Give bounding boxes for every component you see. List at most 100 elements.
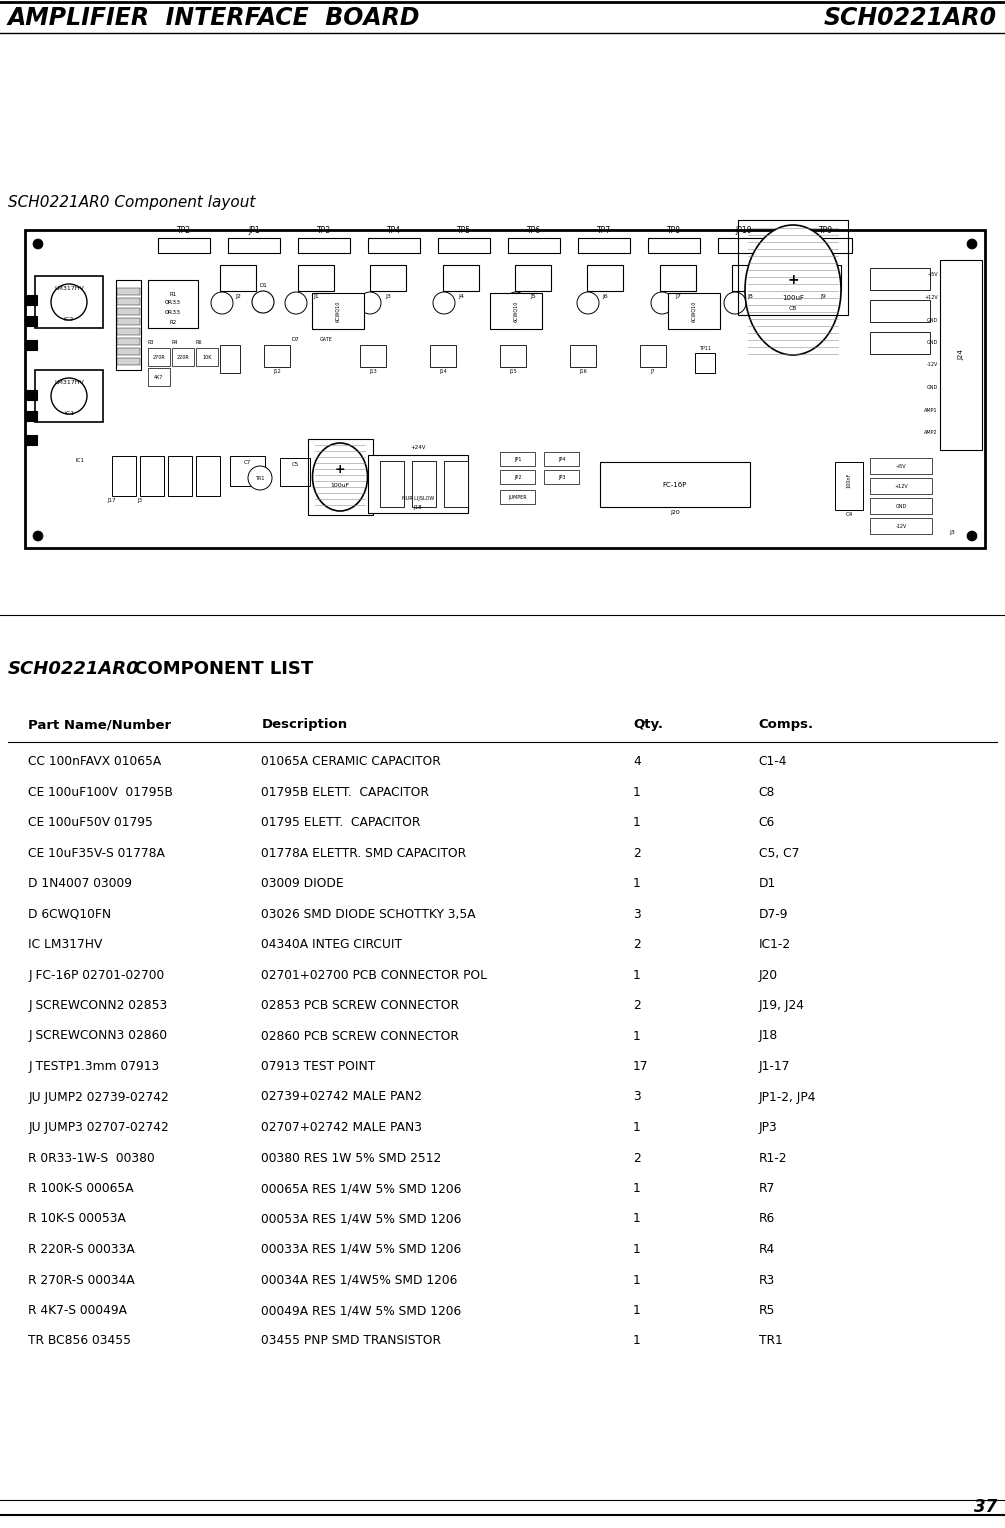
- Text: J3: J3: [385, 293, 391, 299]
- Bar: [35, 277, 103, 329]
- Text: 01795 ELETT.  CAPACITOR: 01795 ELETT. CAPACITOR: [261, 816, 421, 830]
- Text: J SCREWCONN3 02860: J SCREWCONN3 02860: [28, 1030, 167, 1042]
- Circle shape: [967, 238, 977, 249]
- Bar: [220, 264, 256, 290]
- Text: 1: 1: [633, 1303, 641, 1317]
- Text: TR BC856 03455: TR BC856 03455: [28, 1334, 131, 1348]
- Bar: [368, 238, 420, 254]
- Text: 01778A ELETTR. SMD CAPACITOR: 01778A ELETTR. SMD CAPACITOR: [261, 847, 466, 859]
- Text: C8: C8: [789, 306, 797, 310]
- Text: CE 100uF50V 01795: CE 100uF50V 01795: [28, 816, 153, 830]
- Text: J24: J24: [958, 350, 964, 361]
- Text: GND: GND: [927, 385, 938, 390]
- Bar: [172, 348, 194, 367]
- Text: 100uF: 100uF: [782, 295, 804, 301]
- Text: J12: J12: [273, 368, 280, 374]
- Text: C4: C4: [845, 512, 852, 516]
- Text: 0R33: 0R33: [165, 310, 181, 315]
- Text: +12V: +12V: [894, 483, 908, 489]
- Bar: [280, 458, 310, 486]
- Text: 3: 3: [633, 908, 641, 920]
- Text: TP7: TP7: [597, 226, 611, 235]
- Bar: [196, 348, 218, 367]
- Text: +5V: +5V: [895, 463, 907, 469]
- Text: 1: 1: [633, 969, 641, 981]
- Text: J3: J3: [949, 530, 955, 535]
- Text: C5, C7: C5, C7: [759, 847, 799, 859]
- Text: TP2: TP2: [177, 226, 191, 235]
- Bar: [544, 452, 579, 466]
- Text: 2: 2: [633, 938, 641, 950]
- Text: IC1: IC1: [75, 458, 84, 463]
- Bar: [117, 318, 140, 325]
- Bar: [380, 461, 404, 507]
- Circle shape: [724, 292, 746, 313]
- Text: 1: 1: [633, 1030, 641, 1042]
- Circle shape: [433, 292, 455, 313]
- Text: 02739+02742 MALE PAN2: 02739+02742 MALE PAN2: [261, 1091, 422, 1103]
- Text: 10K: 10K: [202, 354, 212, 359]
- Bar: [117, 348, 140, 354]
- Bar: [368, 455, 468, 513]
- Text: TR1: TR1: [255, 475, 264, 480]
- Bar: [732, 264, 768, 290]
- Text: IC LM317HV: IC LM317HV: [28, 938, 103, 950]
- Text: J1: J1: [314, 293, 319, 299]
- Bar: [800, 238, 852, 254]
- Text: 220R: 220R: [177, 354, 189, 359]
- Bar: [870, 478, 932, 494]
- Bar: [444, 461, 468, 507]
- Text: D1: D1: [259, 283, 267, 287]
- Bar: [117, 287, 140, 295]
- Text: 00033A RES 1/4W 5% SMD 1206: 00033A RES 1/4W 5% SMD 1206: [261, 1242, 461, 1256]
- Text: JP10: JP10: [736, 226, 753, 235]
- Text: 1: 1: [633, 816, 641, 830]
- Circle shape: [211, 292, 233, 313]
- Bar: [870, 458, 932, 474]
- Bar: [578, 238, 630, 254]
- Bar: [870, 498, 932, 513]
- Text: JP2: JP2: [514, 475, 522, 480]
- Text: C1-4: C1-4: [759, 755, 787, 769]
- Bar: [570, 345, 596, 367]
- Text: -12V: -12V: [895, 524, 907, 529]
- Text: JP3: JP3: [558, 475, 565, 480]
- Text: J20: J20: [759, 969, 778, 981]
- Bar: [312, 293, 364, 329]
- Text: R 10K-S 00053A: R 10K-S 00053A: [28, 1213, 126, 1225]
- Text: 03026 SMD DIODE SCHOTTKY 3,5A: 03026 SMD DIODE SCHOTTKY 3,5A: [261, 908, 476, 920]
- Text: R4: R4: [172, 341, 179, 345]
- Bar: [940, 260, 982, 451]
- Text: 02853 PCB SCREW CONNECTOR: 02853 PCB SCREW CONNECTOR: [261, 999, 459, 1012]
- Bar: [117, 358, 140, 365]
- Circle shape: [33, 532, 43, 541]
- Bar: [870, 518, 932, 533]
- Text: 02860 PCB SCREW CONNECTOR: 02860 PCB SCREW CONNECTOR: [261, 1030, 459, 1042]
- Text: J2: J2: [235, 293, 241, 299]
- Text: TP8: TP8: [667, 226, 681, 235]
- Text: 1: 1: [633, 1242, 641, 1256]
- Bar: [140, 455, 164, 497]
- Text: R6: R6: [759, 1213, 775, 1225]
- Text: R6: R6: [196, 341, 202, 345]
- Circle shape: [51, 377, 87, 414]
- Text: 4K7: 4K7: [154, 374, 164, 379]
- Bar: [168, 455, 192, 497]
- Bar: [117, 309, 140, 315]
- Text: D7-9: D7-9: [759, 908, 788, 920]
- Text: 04340A INTEG CIRCUIT: 04340A INTEG CIRCUIT: [261, 938, 402, 950]
- Text: 3: 3: [633, 1091, 641, 1103]
- Text: CC 100nFAVX 01065A: CC 100nFAVX 01065A: [28, 755, 162, 769]
- Text: J18: J18: [414, 504, 422, 510]
- Text: R4: R4: [759, 1242, 775, 1256]
- Text: J18: J18: [759, 1030, 778, 1042]
- Text: J7: J7: [650, 368, 655, 374]
- Bar: [500, 490, 535, 504]
- Text: J1-17: J1-17: [759, 1060, 790, 1073]
- Text: TP11: TP11: [698, 345, 712, 351]
- Text: JP4: JP4: [558, 457, 565, 461]
- Text: 00034A RES 1/4W5% SMD 1206: 00034A RES 1/4W5% SMD 1206: [261, 1273, 457, 1287]
- Circle shape: [285, 292, 307, 313]
- Bar: [308, 439, 373, 515]
- Text: 01795B ELETT.  CAPACITOR: 01795B ELETT. CAPACITOR: [261, 785, 429, 799]
